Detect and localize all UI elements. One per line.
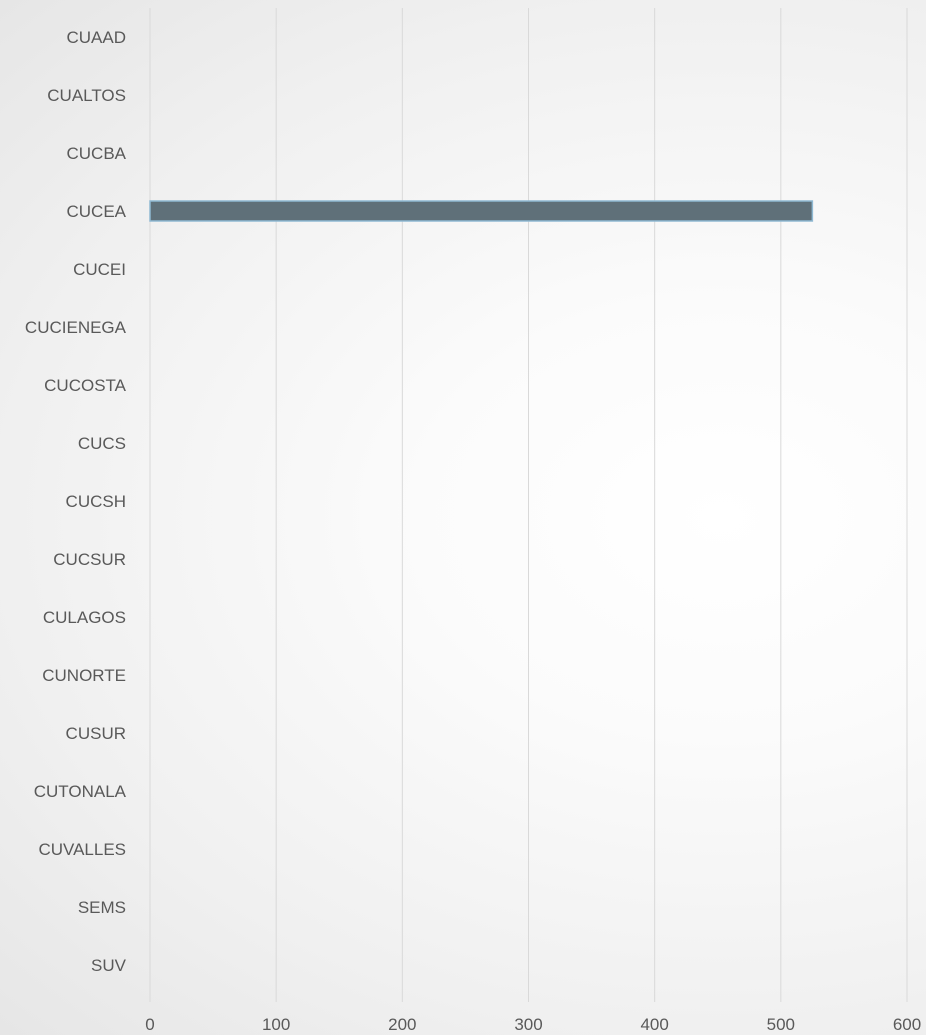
category-label: CUCEI	[73, 260, 126, 279]
x-tick-label: 300	[514, 1015, 542, 1034]
x-tick-label: 0	[145, 1015, 154, 1034]
category-label: CUSUR	[66, 724, 126, 743]
category-label: CUCS	[78, 434, 126, 453]
category-labels: CUAAD CUALTOS CUCBA CUCEA CUCEI CUCIENEGA CUCO…	[25, 28, 127, 975]
category-label: CUCEA	[66, 202, 126, 221]
gridlines	[149, 8, 908, 1002]
category-label: CUAAD	[66, 28, 126, 47]
bar-cucea	[149, 200, 814, 222]
category-label: CUCBA	[66, 144, 126, 163]
x-tick-label: 600	[893, 1015, 921, 1034]
category-label: CUCOSTA	[44, 376, 127, 395]
category-label: CUVALLES	[38, 840, 126, 859]
x-tick-label: 100	[262, 1015, 290, 1034]
category-label: CULAGOS	[43, 608, 126, 627]
category-label: CUCIENEGA	[25, 318, 127, 337]
category-label: CUCSUR	[53, 550, 126, 569]
x-tick-label: 200	[388, 1015, 416, 1034]
x-tick-labels: 0 100 200 300 400 500 600	[145, 1015, 921, 1034]
bars	[149, 200, 814, 222]
x-tick-label: 500	[767, 1015, 795, 1034]
category-label: SEMS	[78, 898, 126, 917]
category-label: CUCSH	[66, 492, 126, 511]
category-label: CUALTOS	[47, 86, 126, 105]
x-tick-label: 400	[640, 1015, 668, 1034]
category-label: CUNORTE	[42, 666, 126, 685]
category-label: SUV	[91, 956, 127, 975]
category-label: CUTONALA	[34, 782, 127, 801]
